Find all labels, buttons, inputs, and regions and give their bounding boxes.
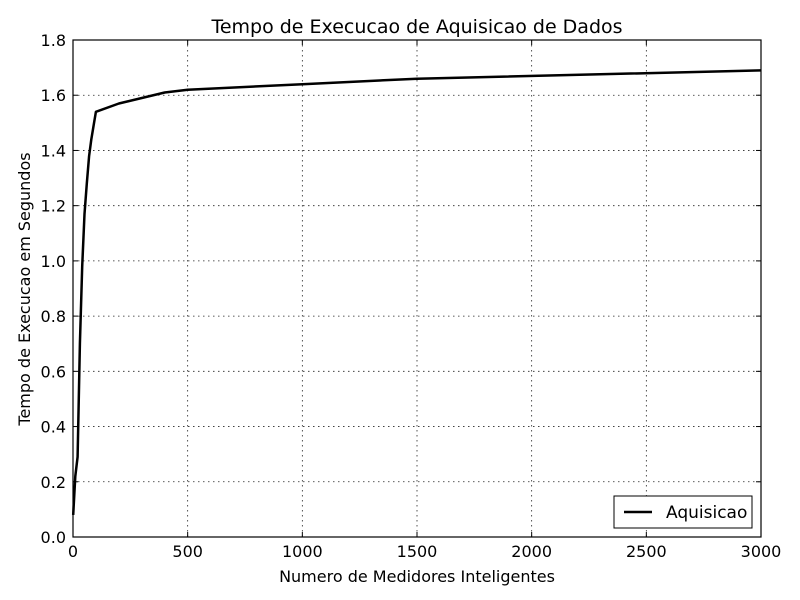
x-tick-label: 1500	[397, 542, 438, 561]
y-tick-label: 0.0	[41, 528, 66, 547]
series-layer	[71, 69, 762, 515]
legend-entry-aquisicao: Aquisicao	[666, 503, 747, 523]
axis-ticks: 0 500 1000 1500 2000 2500 3000 0.0 0.2 0.4 0.6 0.8 1…	[41, 31, 782, 561]
x-tick-label: 2000	[511, 542, 552, 561]
x-tick-label: 500	[172, 542, 203, 561]
y-tick-label: 1.2	[41, 197, 66, 216]
x-tick-label: 1000	[282, 542, 323, 561]
y-tick-label: 0.8	[41, 307, 66, 326]
plot-area-frame	[72, 39, 762, 538]
y-tick-label: 0.6	[41, 362, 66, 381]
x-tick-label: 3000	[741, 542, 782, 561]
series-line-aquisicao	[71, 69, 762, 515]
y-tick-label: 0.4	[41, 418, 66, 437]
x-tick-label: 0	[68, 542, 78, 561]
y-tick-label: 1.6	[41, 86, 66, 105]
y-tick-label: 1.4	[41, 141, 66, 160]
y-tick-label: 1.0	[41, 252, 66, 271]
chart-title: Tempo de Execucao de Aquisicao de Dados	[210, 16, 622, 38]
y-tick-label: 0.2	[41, 473, 66, 492]
y-axis-label: Tempo de Execucao em Segundos	[15, 152, 34, 426]
legend: Aquisicao	[613, 495, 753, 529]
x-tick-label: 2500	[626, 542, 667, 561]
x-axis-label: Numero de Medidores Inteligentes	[279, 567, 555, 586]
y-tick-label: 1.8	[41, 31, 66, 50]
